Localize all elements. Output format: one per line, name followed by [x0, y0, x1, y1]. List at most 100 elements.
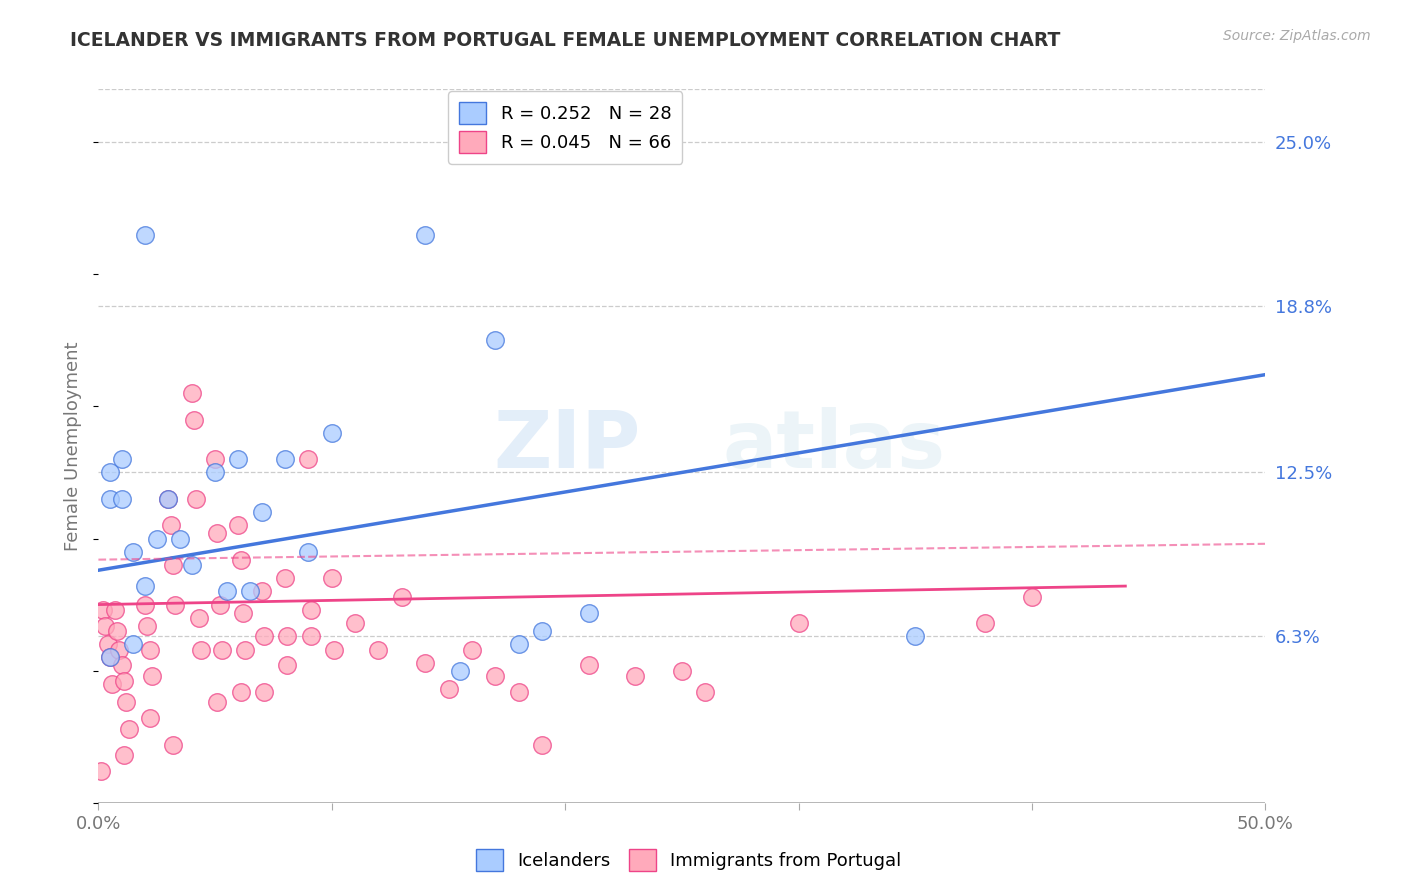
Point — [297, 545, 319, 559]
Point — [695, 685, 717, 699]
Point — [321, 425, 343, 440]
Point — [1021, 590, 1043, 604]
Point — [111, 491, 134, 506]
Point — [134, 598, 156, 612]
Point — [250, 584, 273, 599]
Point — [787, 616, 810, 631]
Point — [215, 584, 238, 599]
Point — [449, 664, 471, 678]
Point — [624, 669, 647, 683]
Point — [207, 695, 229, 709]
Text: ICELANDER VS IMMIGRANTS FROM PORTUGAL FEMALE UNEMPLOYMENT CORRELATION CHART: ICELANDER VS IMMIGRANTS FROM PORTUGAL FE… — [70, 31, 1060, 50]
Point — [323, 642, 346, 657]
Text: atlas: atlas — [723, 407, 946, 485]
Point — [235, 642, 257, 657]
Point — [253, 629, 276, 643]
Point — [112, 674, 135, 689]
Point — [204, 452, 226, 467]
Point — [108, 642, 131, 657]
Point — [91, 603, 114, 617]
Point — [484, 333, 506, 347]
Text: ZIP: ZIP — [494, 407, 641, 485]
Point — [413, 656, 436, 670]
Point — [111, 658, 134, 673]
Point — [186, 491, 208, 506]
Point — [169, 532, 191, 546]
Point — [118, 722, 141, 736]
Point — [208, 598, 231, 612]
Point — [229, 685, 252, 699]
Point — [157, 491, 180, 506]
Point — [297, 452, 319, 467]
Point — [299, 629, 322, 643]
Y-axis label: Female Unemployment: Female Unemployment — [65, 342, 83, 550]
Point — [276, 658, 298, 673]
Point — [367, 642, 389, 657]
Legend: Icelanders, Immigrants from Portugal: Icelanders, Immigrants from Portugal — [470, 842, 908, 879]
Point — [461, 642, 484, 657]
Point — [391, 590, 413, 604]
Point — [122, 637, 145, 651]
Point — [299, 603, 322, 617]
Point — [162, 738, 184, 752]
Point — [146, 532, 169, 546]
Point — [974, 616, 997, 631]
Point — [115, 695, 138, 709]
Point — [228, 518, 250, 533]
Point — [530, 624, 553, 638]
Point — [274, 452, 297, 467]
Point — [321, 571, 343, 585]
Point — [157, 491, 180, 506]
Point — [159, 518, 181, 533]
Point — [134, 227, 156, 242]
Point — [229, 552, 252, 566]
Point — [250, 505, 273, 519]
Point — [98, 650, 121, 665]
Point — [101, 677, 124, 691]
Point — [90, 764, 112, 778]
Point — [183, 412, 205, 426]
Point — [578, 658, 600, 673]
Point — [239, 584, 262, 599]
Point — [165, 598, 187, 612]
Point — [98, 650, 121, 665]
Point — [98, 466, 121, 480]
Point — [141, 669, 163, 683]
Point — [437, 682, 460, 697]
Point — [530, 738, 553, 752]
Point — [508, 685, 530, 699]
Point — [94, 618, 117, 632]
Point — [413, 227, 436, 242]
Point — [232, 606, 254, 620]
Point — [484, 669, 506, 683]
Legend: R = 0.252   N = 28, R = 0.045   N = 66: R = 0.252 N = 28, R = 0.045 N = 66 — [449, 91, 682, 164]
Point — [904, 629, 927, 643]
Point — [111, 452, 134, 467]
Point — [139, 642, 162, 657]
Point — [274, 571, 297, 585]
Point — [344, 616, 367, 631]
Point — [276, 629, 298, 643]
Point — [211, 642, 233, 657]
Point — [104, 603, 127, 617]
Point — [253, 685, 276, 699]
Point — [180, 558, 202, 572]
Point — [187, 611, 209, 625]
Point — [180, 386, 202, 401]
Point — [207, 526, 229, 541]
Point — [105, 624, 128, 638]
Text: Source: ZipAtlas.com: Source: ZipAtlas.com — [1223, 29, 1371, 43]
Point — [190, 642, 212, 657]
Point — [98, 491, 121, 506]
Point — [671, 664, 693, 678]
Point — [228, 452, 250, 467]
Point — [134, 579, 156, 593]
Point — [508, 637, 530, 651]
Point — [112, 748, 135, 763]
Point — [139, 711, 162, 725]
Point — [204, 466, 226, 480]
Point — [162, 558, 184, 572]
Point — [136, 618, 159, 632]
Point — [97, 637, 120, 651]
Point — [122, 545, 145, 559]
